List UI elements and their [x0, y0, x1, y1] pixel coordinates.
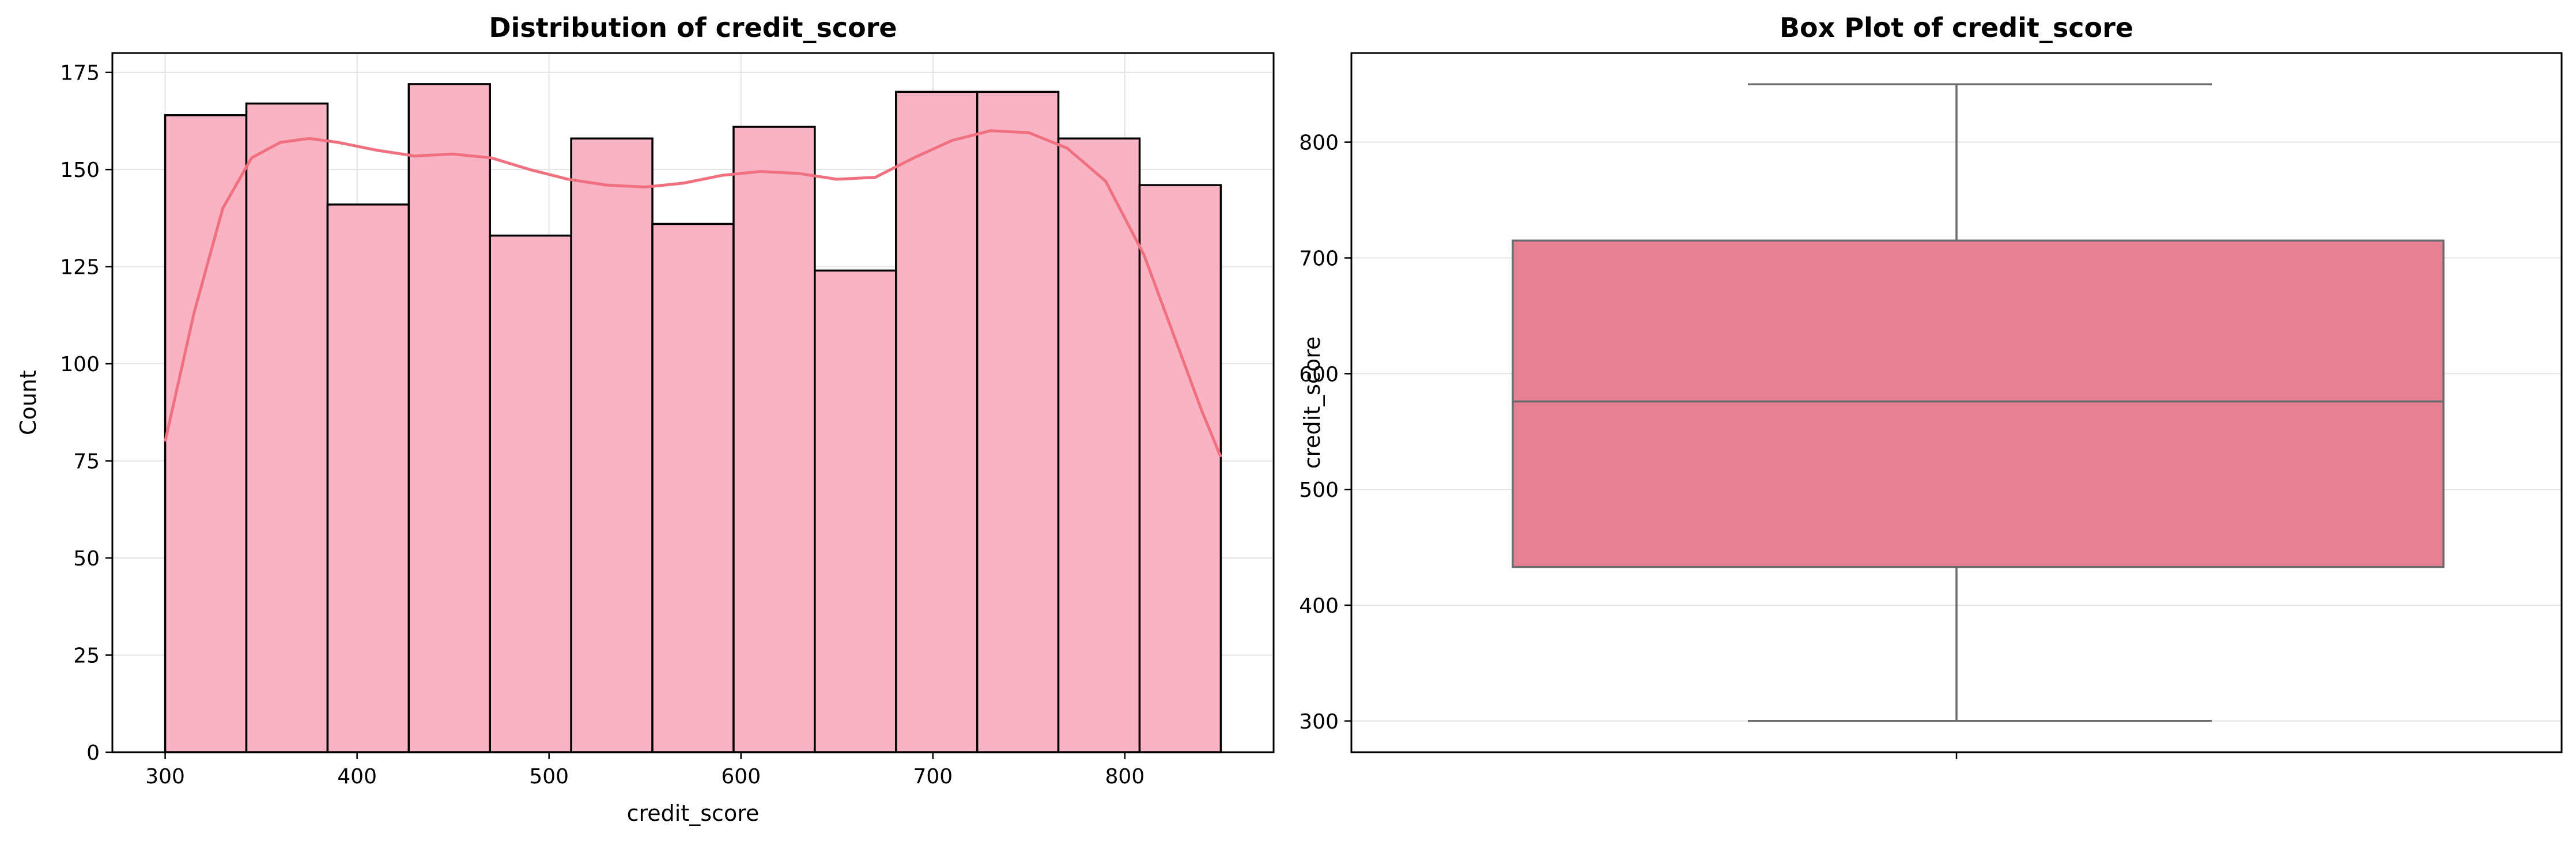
box-y-axis-label: credit_score	[1300, 337, 1325, 469]
hist-y-tick-label: 175	[60, 62, 100, 85]
hist-bar	[245, 102, 329, 753]
hist-bar	[895, 90, 979, 753]
hist-bar	[651, 222, 735, 753]
box-y-tick-label: 800	[1299, 131, 1339, 155]
hist-y-tick-label: 0	[86, 741, 100, 765]
hist-bar	[326, 203, 410, 753]
box-iqr	[1512, 239, 2445, 568]
box-y-tick-label: 600	[1299, 363, 1339, 386]
hist-bar	[732, 126, 816, 753]
hist-x-tick-label: 800	[1105, 765, 1145, 789]
box-y-tick-label: 700	[1299, 247, 1339, 270]
hist-x-axis-label: credit_score	[627, 801, 760, 826]
hist-bar	[489, 234, 572, 753]
box-y-tick-label: 500	[1299, 478, 1339, 502]
box-y-tick-label: 400	[1299, 594, 1339, 618]
hist-x-tick-label: 400	[337, 765, 377, 789]
hist-y-tick-label: 25	[73, 644, 100, 668]
hist-y-tick-label: 100	[60, 353, 100, 376]
hist-x-tick-label: 300	[145, 765, 185, 789]
hist-bar	[1138, 184, 1222, 753]
box-title: Box Plot of credit_score	[1780, 12, 2133, 43]
hist-bar	[164, 114, 248, 753]
hist-x-tick-label: 700	[913, 765, 953, 789]
box-y-tick-label: 300	[1299, 710, 1339, 734]
hist-x-tick-label: 500	[529, 765, 569, 789]
hist-bar	[1057, 137, 1141, 753]
hist-y-tick-label: 150	[60, 159, 100, 182]
kde-line	[164, 129, 1222, 458]
hist-bar	[814, 269, 897, 753]
hist-y-tick-label: 125	[60, 256, 100, 280]
hist-x-tick-label: 600	[721, 765, 761, 789]
hist-bar	[407, 83, 491, 753]
hist-axes-frame	[111, 52, 1275, 753]
hist-y-tick-label: 50	[73, 547, 100, 571]
hist-title: Distribution of credit_score	[489, 12, 897, 43]
hist-bar	[570, 137, 654, 753]
hist-y-axis-label: Count	[16, 370, 41, 435]
hist-y-tick-label: 75	[73, 450, 100, 474]
hist-bar	[976, 90, 1060, 753]
